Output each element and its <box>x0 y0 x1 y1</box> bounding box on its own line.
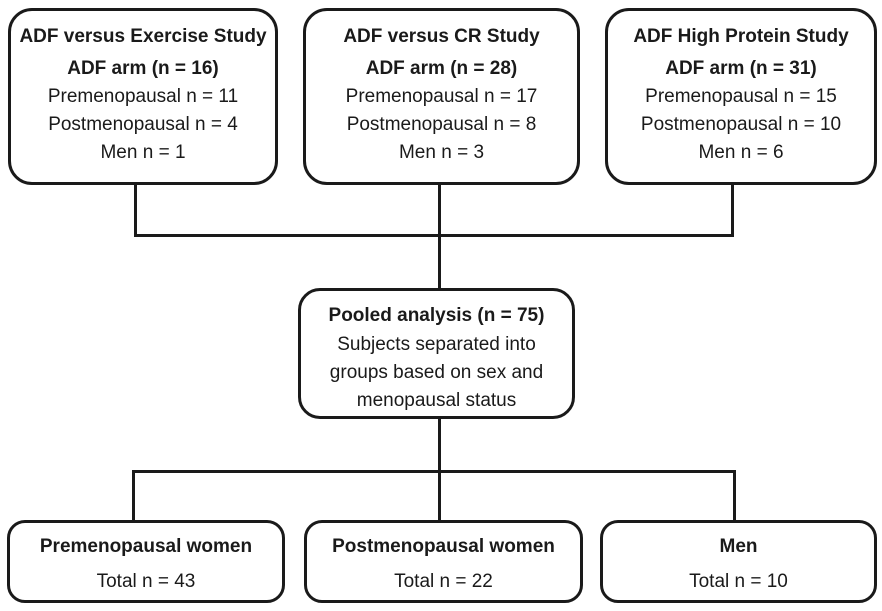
connector-line <box>132 470 135 520</box>
group-box-men: Men Total n = 10 <box>600 520 877 603</box>
group-title: Postmenopausal women <box>332 536 555 557</box>
study-title: ADF versus CR Study <box>343 26 540 47</box>
study-arm-count: ADF arm (n = 16) <box>67 58 219 79</box>
group-title: Men <box>719 536 758 557</box>
pooled-description: groups based on sex and <box>329 362 544 383</box>
connector-line <box>134 234 734 237</box>
group-box-postmenopausal-women: Postmenopausal women Total n = 22 <box>304 520 583 603</box>
premenopausal-count: Premenopausal n = 17 <box>345 86 538 107</box>
connector-line <box>132 470 736 473</box>
connector-line <box>731 183 734 237</box>
group-box-premenopausal-women: Premenopausal women Total n = 43 <box>7 520 285 603</box>
study-arm-count: ADF arm (n = 31) <box>665 58 817 79</box>
group-total: Total n = 10 <box>689 571 788 592</box>
connector-line <box>733 470 736 520</box>
pooled-title: Pooled analysis (n = 75) <box>328 305 545 326</box>
group-total: Total n = 22 <box>394 571 493 592</box>
pooled-description: Subjects separated into <box>337 334 536 355</box>
study-box-adf-vs-exercise: ADF versus Exercise Study ADF arm (n = 1… <box>8 8 278 185</box>
study-title: ADF versus Exercise Study <box>19 26 267 47</box>
connector-line <box>134 183 137 237</box>
connector-line <box>438 470 441 520</box>
study-box-adf-vs-cr: ADF versus CR Study ADF arm (n = 28) Pre… <box>303 8 580 185</box>
men-count: Men n = 6 <box>698 142 784 163</box>
postmenopausal-count: Postmenopausal n = 10 <box>640 114 842 135</box>
postmenopausal-count: Postmenopausal n = 8 <box>346 114 537 135</box>
study-arm-count: ADF arm (n = 28) <box>365 58 518 79</box>
study-box-adf-high-protein: ADF High Protein Study ADF arm (n = 31) … <box>605 8 877 185</box>
men-count: Men n = 3 <box>398 142 485 163</box>
study-title: ADF High Protein Study <box>633 26 849 47</box>
premenopausal-count: Premenopausal n = 11 <box>47 86 239 107</box>
men-count: Men n = 1 <box>100 142 186 163</box>
pooled-analysis-box: Pooled analysis (n = 75) Subjects separa… <box>298 288 575 419</box>
pooled-description: menopausal status <box>356 390 517 411</box>
group-title: Premenopausal women <box>39 536 253 557</box>
connector-line <box>438 417 441 473</box>
group-total: Total n = 43 <box>96 571 196 592</box>
postmenopausal-count: Postmenopausal n = 4 <box>48 114 238 135</box>
premenopausal-count: Premenopausal n = 15 <box>645 86 837 107</box>
